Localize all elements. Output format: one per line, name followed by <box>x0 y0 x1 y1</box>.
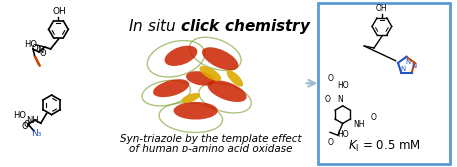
Text: N: N <box>406 59 411 65</box>
Ellipse shape <box>174 102 218 120</box>
Text: OH: OH <box>376 4 388 13</box>
Text: N₃: N₃ <box>31 129 41 138</box>
Text: O: O <box>22 122 28 131</box>
Ellipse shape <box>181 93 200 103</box>
Text: N: N <box>337 95 343 104</box>
Text: O: O <box>370 113 376 122</box>
Text: $\it{In\ situ}$ click chemistry: $\it{In\ situ}$ click chemistry <box>128 17 312 36</box>
Text: NH: NH <box>26 116 39 125</box>
Text: $\mathit{K}_\mathregular{I}$ = 0.5 mM: $\mathit{K}_\mathregular{I}$ = 0.5 mM <box>347 139 420 154</box>
Text: HO: HO <box>24 40 37 49</box>
Text: O: O <box>24 120 30 129</box>
Text: O: O <box>325 95 331 104</box>
Text: N: N <box>401 65 406 71</box>
Ellipse shape <box>186 71 215 86</box>
Text: O: O <box>32 44 38 53</box>
Ellipse shape <box>199 66 221 81</box>
Ellipse shape <box>153 79 189 97</box>
Text: Syn-triazole by the template effect: Syn-triazole by the template effect <box>120 134 301 144</box>
Text: HO: HO <box>337 130 349 139</box>
Ellipse shape <box>227 70 243 87</box>
Text: N: N <box>37 46 43 55</box>
Text: of human ᴅ-amino acid oxidase: of human ᴅ-amino acid oxidase <box>128 144 292 154</box>
Text: HO: HO <box>13 111 26 120</box>
Ellipse shape <box>202 47 238 70</box>
Text: N: N <box>412 63 417 69</box>
Text: O: O <box>39 49 46 58</box>
Ellipse shape <box>207 80 247 102</box>
Text: O: O <box>328 138 334 147</box>
Text: OH: OH <box>53 7 66 16</box>
FancyBboxPatch shape <box>318 3 450 164</box>
Text: NH: NH <box>354 120 365 129</box>
FancyArrowPatch shape <box>306 80 315 87</box>
Ellipse shape <box>165 46 197 66</box>
Text: O: O <box>328 74 334 83</box>
Text: HO: HO <box>337 81 349 90</box>
